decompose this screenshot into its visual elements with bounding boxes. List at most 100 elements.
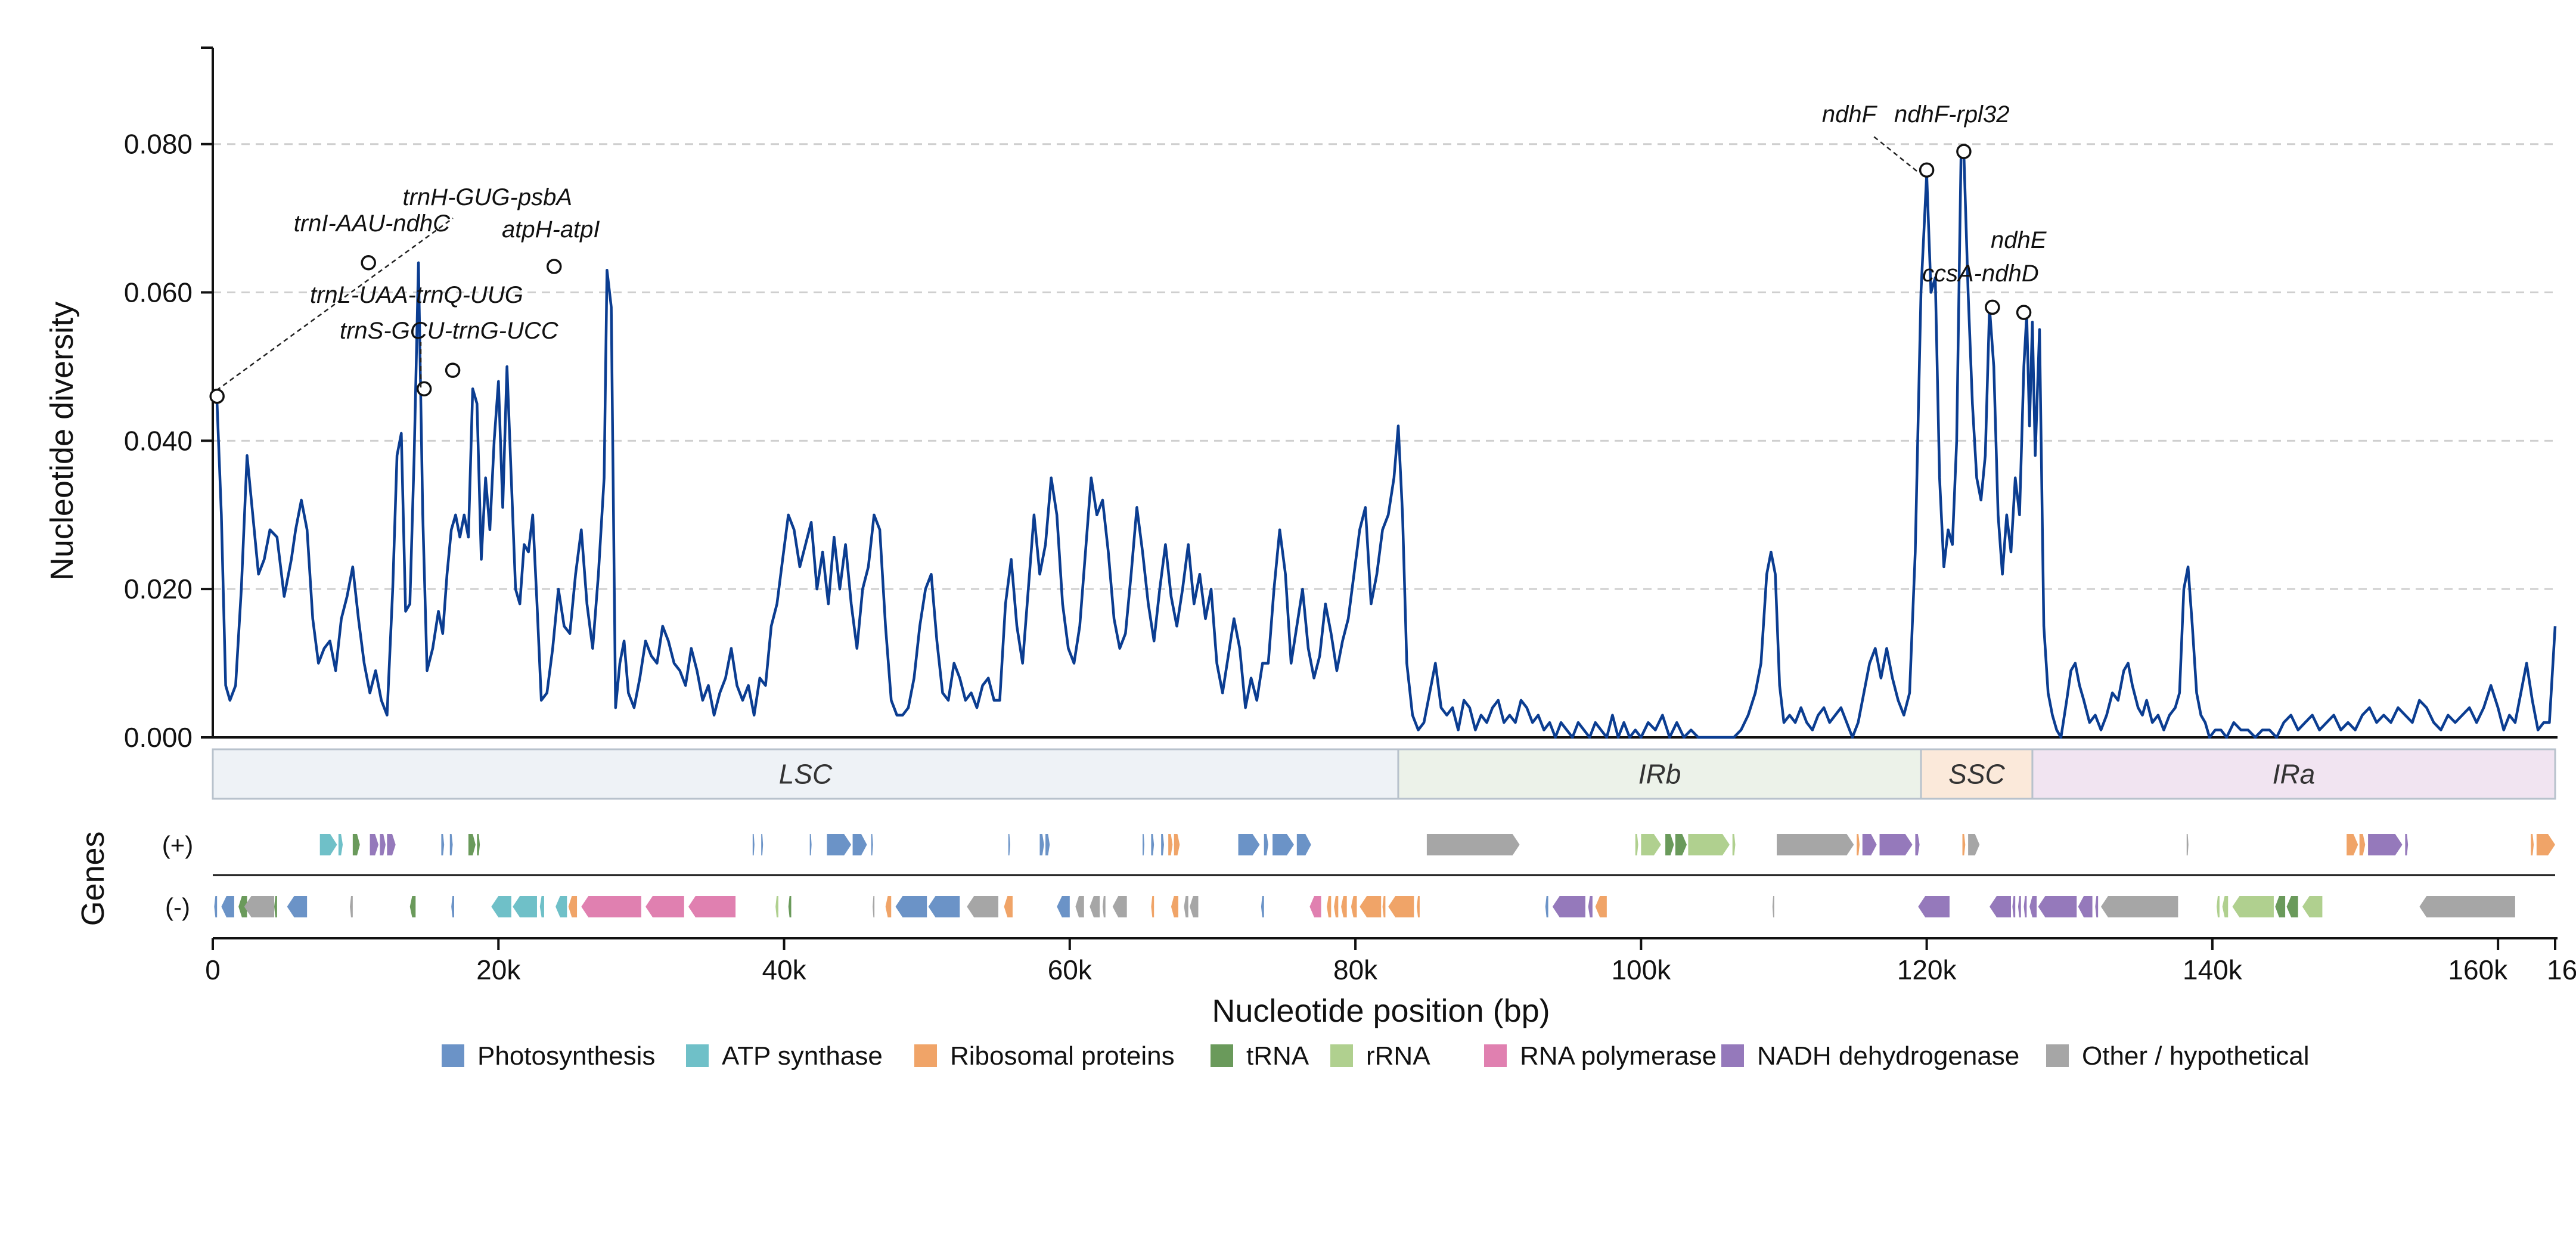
gene-trna xyxy=(238,896,247,917)
gene-photo xyxy=(1039,834,1044,855)
x-tick-label: 100k xyxy=(1611,954,1671,985)
x-tick-label: 40k xyxy=(762,954,806,985)
gene-photo xyxy=(449,834,453,855)
gene-other xyxy=(967,896,998,917)
gene-atp xyxy=(539,896,544,917)
gene-photo xyxy=(221,896,234,917)
gene-photo xyxy=(1161,834,1164,855)
gene-rpo xyxy=(688,896,736,917)
peak-label: ccsA-ndhD xyxy=(1922,260,2039,287)
gene-photo xyxy=(441,834,445,855)
gene-other xyxy=(1075,896,1084,917)
gene-ribo xyxy=(1388,896,1414,917)
gene-trna xyxy=(468,834,476,855)
diversity-line xyxy=(212,150,2557,739)
gene-ribo xyxy=(1168,834,1173,855)
region-track: LSC IRb SSC IRa xyxy=(212,748,2556,800)
gene-rrna xyxy=(2222,896,2229,917)
peak-label: trnI-AAU-ndhC xyxy=(294,210,451,237)
legend-swatch-rrna xyxy=(1330,1044,1353,1067)
gene-other xyxy=(350,896,353,917)
gene-ribo xyxy=(1857,834,1860,855)
gene-ndh xyxy=(1588,896,1593,917)
plus-strand-label: (+) xyxy=(162,831,194,859)
gene-ribo xyxy=(2359,834,2366,855)
gene-ndh xyxy=(1879,834,1913,855)
gene-ndh xyxy=(2405,834,2409,855)
peak-leader-line xyxy=(1871,134,1917,172)
gene-ribo xyxy=(1151,896,1154,917)
gene-atp xyxy=(491,896,511,917)
gene-ribo xyxy=(1327,896,1332,917)
gene-trna xyxy=(274,896,277,917)
legend-label-other: Other / hypothetical xyxy=(2082,1041,2310,1071)
legend-swatch-photo xyxy=(442,1044,464,1067)
gene-ndh xyxy=(1990,896,2011,917)
minus-strand-label: (-) xyxy=(165,893,190,921)
gene-photo xyxy=(928,896,960,917)
gene-photo xyxy=(1238,834,1260,855)
gene-photo xyxy=(895,896,927,917)
region-label: LSC xyxy=(779,759,833,790)
gene-atp xyxy=(319,834,337,855)
gene-photo xyxy=(809,834,812,855)
gene-other xyxy=(1112,896,1127,917)
peak-marker xyxy=(2016,305,2032,320)
legend: Photosynthesis ATP synthase Ribosomal prot… xyxy=(442,1041,2310,1071)
gene-trna xyxy=(477,834,480,855)
gene-ribo xyxy=(1382,896,1386,917)
gene-ndh xyxy=(2012,896,2016,917)
y-axis-title: Nucleotide diversity xyxy=(44,302,80,581)
axes: 0.000 0.020 0.040 0.060 0.080 0 20k 40k 60k 80k 10… xyxy=(124,46,2576,985)
gene-ribo xyxy=(1004,896,1013,917)
x-tick-label: 164k xyxy=(2547,954,2576,985)
gene-photo xyxy=(1545,896,1548,917)
y-tick-label: 0.060 xyxy=(124,277,193,308)
gene-ndh xyxy=(2038,896,2077,917)
x-tick-label: 0 xyxy=(205,954,221,985)
gene-photo xyxy=(1264,834,1268,855)
gene-other xyxy=(1184,896,1188,917)
legend-label-atp: ATP synthase xyxy=(722,1041,883,1071)
legend-swatch-trna xyxy=(1211,1044,1233,1067)
gene-ndh xyxy=(1915,834,1920,855)
legend-swatch-ribo xyxy=(914,1044,937,1067)
gene-other xyxy=(2419,896,2515,917)
gene-ribo xyxy=(1595,896,1607,917)
legend-label-ndh: NADH dehydrogenase xyxy=(1757,1041,2019,1071)
gene-ndh xyxy=(2368,834,2403,855)
y-tick-label: 0.000 xyxy=(124,722,193,753)
gene-ndh xyxy=(2029,896,2037,917)
legend-swatch-other xyxy=(2046,1044,2069,1067)
peak-marker xyxy=(1985,299,2000,315)
gene-photo xyxy=(1296,834,1311,855)
gene-ndh xyxy=(387,834,396,855)
x-tick-label: 140k xyxy=(2183,954,2243,985)
gene-other xyxy=(244,896,275,917)
peak-label: atpH-atpI xyxy=(502,216,600,243)
x-tick-label: 60k xyxy=(1048,954,1093,985)
gene-rrna xyxy=(1635,834,1638,855)
gene-tracks xyxy=(213,834,2558,939)
gene-photo xyxy=(1045,834,1050,855)
legend-label-rpo: RNA polymerase xyxy=(1520,1041,1717,1071)
peak-label: trnS-GCU-trnG-UCC xyxy=(340,318,559,344)
gene-rrna xyxy=(2302,896,2323,917)
gene-trna xyxy=(788,896,792,917)
gene-ribo xyxy=(2531,834,2534,855)
gene-atp xyxy=(555,896,567,917)
gene-rrna xyxy=(775,896,778,917)
gene-trna xyxy=(2275,896,2286,917)
gene-photo xyxy=(214,896,218,917)
gene-photo xyxy=(1151,834,1154,855)
gene-atp xyxy=(338,834,343,855)
gene-ndh xyxy=(1918,896,1950,917)
peak-marker xyxy=(416,381,432,397)
x-tick-label: 80k xyxy=(1333,954,1378,985)
gene-ribo xyxy=(1334,896,1339,917)
peak-label: trnL-UAA-trnQ-UUG xyxy=(310,282,523,308)
gene-other xyxy=(1090,896,1100,917)
gene-other xyxy=(1968,834,1980,855)
